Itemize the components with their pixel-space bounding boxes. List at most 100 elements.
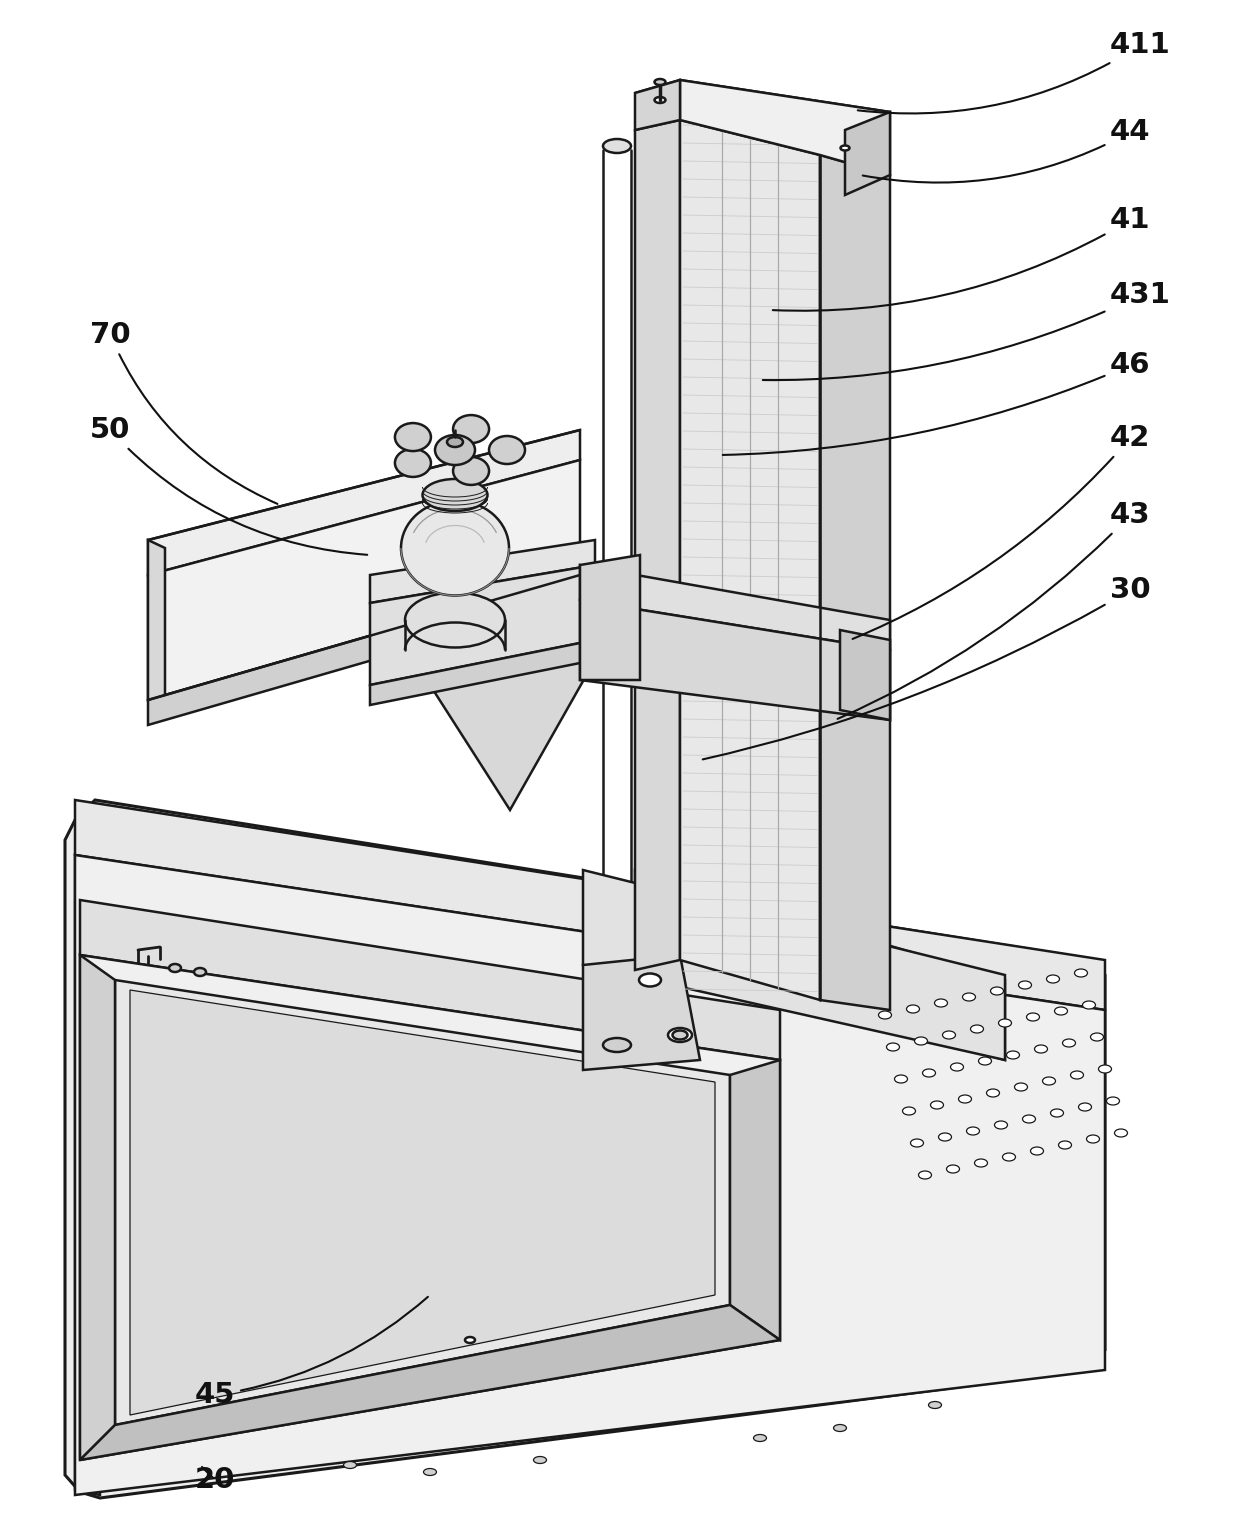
Ellipse shape xyxy=(833,1425,847,1431)
Ellipse shape xyxy=(906,1005,920,1013)
Text: 70: 70 xyxy=(91,321,278,504)
Ellipse shape xyxy=(394,449,432,476)
Ellipse shape xyxy=(991,987,1003,994)
Ellipse shape xyxy=(966,1127,980,1134)
Ellipse shape xyxy=(994,1120,1007,1130)
Text: 45: 45 xyxy=(195,1297,428,1409)
Polygon shape xyxy=(148,575,580,725)
Polygon shape xyxy=(635,80,890,131)
Ellipse shape xyxy=(754,1434,766,1442)
Ellipse shape xyxy=(887,1044,899,1051)
Ellipse shape xyxy=(923,1070,935,1077)
Ellipse shape xyxy=(946,1165,960,1173)
Polygon shape xyxy=(635,120,680,970)
Ellipse shape xyxy=(975,1159,987,1167)
Ellipse shape xyxy=(942,1031,956,1039)
Ellipse shape xyxy=(878,1011,892,1019)
Ellipse shape xyxy=(401,501,508,595)
Ellipse shape xyxy=(424,1468,436,1476)
Ellipse shape xyxy=(446,437,463,447)
Ellipse shape xyxy=(1075,968,1087,978)
Text: 20: 20 xyxy=(195,1466,236,1494)
Ellipse shape xyxy=(1054,1007,1068,1014)
Polygon shape xyxy=(148,430,580,575)
Ellipse shape xyxy=(465,1337,475,1343)
Text: 30: 30 xyxy=(703,576,1151,759)
Polygon shape xyxy=(64,799,1105,1499)
Ellipse shape xyxy=(930,1100,944,1110)
Polygon shape xyxy=(74,855,1105,1496)
Ellipse shape xyxy=(1115,1130,1127,1137)
Ellipse shape xyxy=(603,138,631,154)
Ellipse shape xyxy=(1099,1065,1111,1073)
Ellipse shape xyxy=(959,1094,971,1104)
Polygon shape xyxy=(81,954,780,1460)
Ellipse shape xyxy=(1090,1033,1104,1041)
Ellipse shape xyxy=(1086,1134,1100,1144)
Polygon shape xyxy=(635,80,680,131)
Ellipse shape xyxy=(1063,1039,1075,1047)
Polygon shape xyxy=(580,599,890,719)
Polygon shape xyxy=(583,954,701,1070)
Ellipse shape xyxy=(453,415,489,443)
Polygon shape xyxy=(74,855,100,1496)
Polygon shape xyxy=(839,630,890,719)
Ellipse shape xyxy=(1059,1140,1071,1150)
Polygon shape xyxy=(148,460,580,699)
Ellipse shape xyxy=(894,1074,908,1084)
Ellipse shape xyxy=(910,1139,924,1147)
Polygon shape xyxy=(844,112,890,195)
Ellipse shape xyxy=(935,999,947,1007)
Ellipse shape xyxy=(939,1133,951,1140)
Ellipse shape xyxy=(1083,1001,1095,1008)
Ellipse shape xyxy=(405,592,505,647)
Text: 50: 50 xyxy=(91,417,367,555)
Polygon shape xyxy=(74,799,1105,1010)
Ellipse shape xyxy=(903,1107,915,1114)
Ellipse shape xyxy=(1014,1084,1028,1091)
Ellipse shape xyxy=(929,1402,941,1408)
Ellipse shape xyxy=(1023,1114,1035,1124)
Polygon shape xyxy=(583,870,1004,1061)
Ellipse shape xyxy=(1070,1071,1084,1079)
Polygon shape xyxy=(820,155,890,1010)
Polygon shape xyxy=(730,1061,780,1340)
Ellipse shape xyxy=(603,1037,631,1051)
Polygon shape xyxy=(370,639,595,705)
Polygon shape xyxy=(130,990,715,1416)
Ellipse shape xyxy=(962,993,976,1001)
Text: 42: 42 xyxy=(853,424,1151,639)
Ellipse shape xyxy=(1030,1147,1044,1154)
Ellipse shape xyxy=(1050,1110,1064,1117)
Ellipse shape xyxy=(193,968,206,976)
Ellipse shape xyxy=(987,1090,999,1097)
Text: 411: 411 xyxy=(858,31,1171,114)
Ellipse shape xyxy=(423,480,487,510)
Ellipse shape xyxy=(1018,981,1032,988)
Ellipse shape xyxy=(453,456,489,484)
Text: 41: 41 xyxy=(773,206,1151,310)
Ellipse shape xyxy=(978,1057,992,1065)
Ellipse shape xyxy=(1027,1013,1039,1021)
Ellipse shape xyxy=(1007,1051,1019,1059)
Ellipse shape xyxy=(655,78,666,85)
Polygon shape xyxy=(370,539,595,603)
Ellipse shape xyxy=(672,1030,687,1039)
Text: 431: 431 xyxy=(763,281,1171,380)
Polygon shape xyxy=(148,539,165,710)
Ellipse shape xyxy=(343,1462,357,1468)
Polygon shape xyxy=(680,120,820,1001)
Ellipse shape xyxy=(668,1028,692,1042)
Ellipse shape xyxy=(1034,1045,1048,1053)
Ellipse shape xyxy=(639,973,661,987)
Ellipse shape xyxy=(489,437,525,464)
Ellipse shape xyxy=(1002,1153,1016,1160)
Ellipse shape xyxy=(915,1037,928,1045)
Ellipse shape xyxy=(998,1019,1012,1027)
Ellipse shape xyxy=(533,1457,547,1463)
Polygon shape xyxy=(580,555,640,679)
Polygon shape xyxy=(680,80,890,175)
Ellipse shape xyxy=(971,1025,983,1033)
Polygon shape xyxy=(430,659,595,810)
Ellipse shape xyxy=(841,146,849,151)
